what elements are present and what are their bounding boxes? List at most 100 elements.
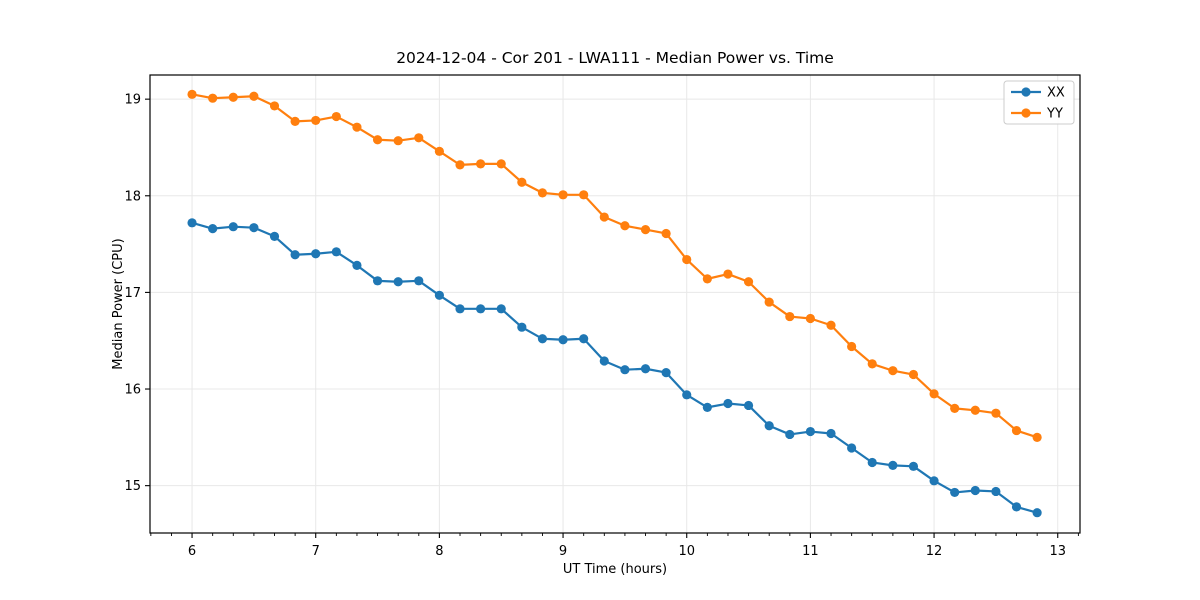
- data-point: [764, 421, 774, 431]
- data-point: [785, 429, 795, 440]
- data-point: [517, 322, 527, 332]
- data-point: [929, 476, 939, 486]
- data-point: [640, 224, 651, 235]
- legend: XX YY: [1003, 80, 1075, 125]
- data-point: [311, 115, 321, 126]
- tick-labels: 6 7 8 9 10 11 12 13 15 16 17 18 19: [124, 93, 1066, 559]
- data-point: [187, 89, 197, 99]
- data-point: [208, 93, 218, 103]
- x-tick-label: 6: [188, 544, 196, 559]
- data-point: [661, 368, 671, 378]
- legend-marker: [1021, 108, 1031, 118]
- data-point: [620, 365, 630, 375]
- data-point: [579, 190, 589, 200]
- data-point: [950, 403, 960, 413]
- legend-item-yy: YY: [1011, 107, 1063, 122]
- data-point: [496, 159, 506, 169]
- series-yy: [187, 89, 1042, 442]
- data-point: [929, 389, 939, 399]
- data-point: [228, 222, 238, 232]
- data-point: [847, 443, 857, 453]
- legend-item-xx: XX: [1011, 86, 1065, 101]
- y-tick-label: 16: [124, 383, 141, 398]
- data-point: [537, 334, 548, 344]
- plot-border: [149, 74, 1081, 534]
- data-point: [311, 249, 321, 259]
- x-tick-label: 8: [435, 544, 443, 559]
- x-tick-label: 12: [926, 544, 943, 559]
- data-point: [455, 160, 465, 170]
- chart-title: 2024-12-04 - Cor 201 - LWA111 - Median P…: [396, 49, 834, 67]
- data-point: [393, 277, 403, 287]
- data-point: [867, 359, 877, 369]
- data-point: [867, 457, 877, 468]
- data-point: [187, 218, 197, 228]
- data-point: [558, 190, 568, 200]
- data-point: [888, 460, 898, 470]
- data-point: [455, 304, 465, 314]
- data-point: [434, 146, 444, 156]
- data-point: [805, 426, 815, 437]
- data-point: [908, 369, 919, 380]
- data-point: [661, 228, 671, 239]
- data-point: [537, 188, 548, 198]
- data-point: [434, 290, 444, 300]
- x-tick-label: 13: [1049, 544, 1066, 559]
- axis-ticks: [145, 98, 1079, 538]
- data-point: [414, 133, 424, 143]
- data-point: [991, 486, 1001, 497]
- y-tick-label: 15: [124, 479, 141, 494]
- data-point: [208, 224, 218, 234]
- data-point: [269, 101, 280, 111]
- y-tick-label: 19: [124, 93, 141, 108]
- data-point: [249, 91, 259, 101]
- data-point: [888, 366, 898, 376]
- data-point: [331, 111, 341, 122]
- data-point: [723, 269, 733, 279]
- data-point: [249, 223, 259, 233]
- data-point: [372, 276, 383, 286]
- data-point: [599, 356, 609, 366]
- data-point: [640, 364, 651, 374]
- data-point: [1032, 508, 1042, 518]
- x-tick-label: 11: [802, 544, 819, 559]
- series-line: [191, 93, 1038, 439]
- data-point: [1011, 502, 1022, 512]
- data-point: [764, 297, 774, 307]
- x-tick-label: 10: [678, 544, 695, 559]
- data-point: [743, 277, 754, 287]
- series-xx: [187, 218, 1042, 518]
- data-point: [702, 274, 712, 284]
- data-point: [970, 485, 980, 496]
- data-point: [228, 92, 238, 102]
- data-point: [496, 304, 506, 314]
- legend-label: XX: [1047, 86, 1065, 101]
- data-point: [579, 334, 589, 344]
- data-point: [269, 231, 280, 241]
- data-point: [805, 313, 815, 324]
- data-point: [290, 116, 300, 126]
- data-point: [847, 341, 857, 352]
- data-point: [785, 311, 795, 322]
- data-point: [682, 254, 692, 265]
- data-point: [599, 212, 609, 222]
- data-point: [908, 461, 919, 471]
- y-axis-label: Median Power (CPU): [111, 238, 126, 369]
- legend-label: YY: [1046, 107, 1063, 122]
- legend-marker: [1021, 87, 1031, 97]
- data-point: [372, 135, 383, 145]
- data-point: [331, 247, 341, 257]
- data-point: [826, 320, 836, 330]
- data-point: [723, 398, 733, 409]
- data-point: [950, 487, 960, 498]
- data-point: [476, 159, 486, 169]
- data-point: [393, 136, 403, 146]
- data-point: [290, 250, 300, 260]
- x-tick-label: 7: [312, 544, 320, 559]
- data-point: [682, 390, 692, 400]
- data-point: [991, 408, 1001, 418]
- data-point: [414, 276, 424, 286]
- data-point: [1011, 425, 1022, 436]
